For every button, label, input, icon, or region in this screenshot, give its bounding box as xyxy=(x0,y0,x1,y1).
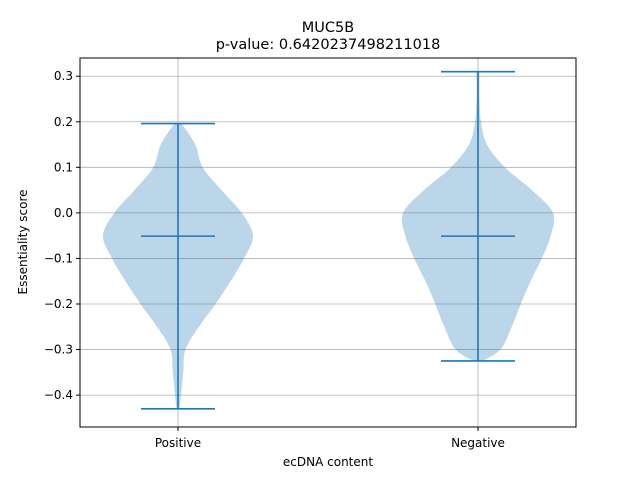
y-tick-label: 0.3 xyxy=(54,69,73,83)
y-tick-label: −0.2 xyxy=(44,297,73,311)
y-tick-label: 0.2 xyxy=(54,115,73,129)
x-tick-label: Positive xyxy=(155,436,201,450)
chart-subtitle: p-value: 0.6420237498211018 xyxy=(216,37,441,53)
x-tick-label: Negative xyxy=(451,436,505,450)
violin-layer xyxy=(102,70,555,410)
chart-title: MUC5B xyxy=(302,20,354,36)
y-tick-label: −0.3 xyxy=(44,343,73,357)
y-tick-label: 0.1 xyxy=(54,160,73,174)
y-tick-label: −0.4 xyxy=(44,388,73,402)
x-axis-label: ecDNA content xyxy=(283,455,373,469)
axis-layer: −0.4 −0.3 −0.2 −0.1 0.0 0.1 0.2 0.3 Positive Nega… xyxy=(44,57,577,450)
y-tick-label: −0.1 xyxy=(44,251,73,265)
y-axis-label: Essentiality score xyxy=(16,190,30,295)
plot-frame xyxy=(79,57,577,428)
y-tick-label: 0.0 xyxy=(54,206,73,220)
